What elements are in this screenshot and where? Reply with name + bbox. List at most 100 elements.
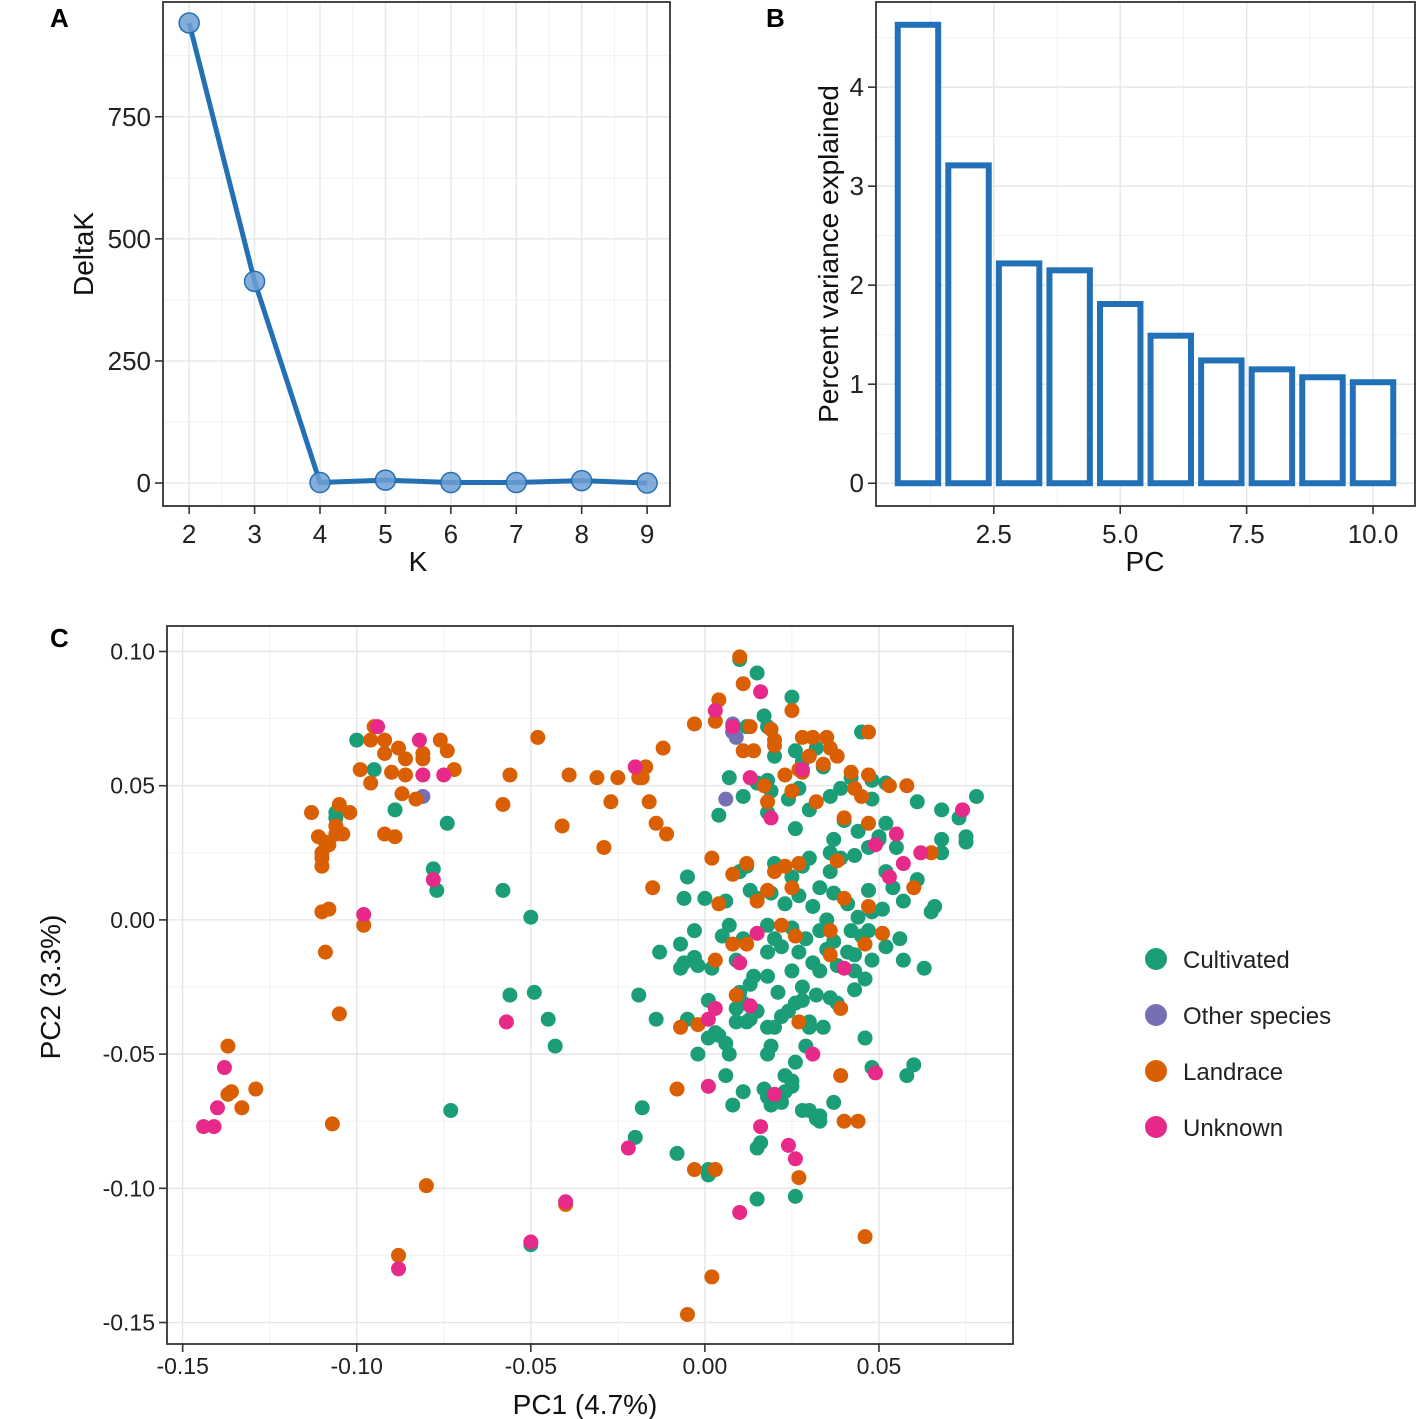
- scatter-point-landrace: [679, 1306, 695, 1322]
- deltak-point: [243, 270, 266, 293]
- scatter-point-cultivated: [760, 917, 776, 933]
- scatter-point-cultivated: [833, 780, 849, 796]
- scatter-point-cultivated: [690, 958, 706, 974]
- scatter-point-cultivated: [767, 1019, 783, 1035]
- scatter-point-landrace: [317, 944, 333, 960]
- scatter-point-cultivated: [760, 968, 776, 984]
- scatter-point-landrace: [843, 764, 859, 780]
- scatter-point-landrace: [391, 1247, 407, 1263]
- scatter-point-cultivated: [690, 1046, 706, 1062]
- panel-a-xtick-label: 9: [640, 519, 654, 549]
- scatter-point-landrace: [739, 936, 755, 952]
- scatter-point-landrace: [784, 703, 800, 719]
- scatter-point-unknown: [767, 1086, 783, 1102]
- scatter-point-landrace: [833, 1000, 849, 1016]
- panel-b-ytick-label: 4: [850, 72, 864, 102]
- scatter-point-cultivated: [780, 1003, 796, 1019]
- panel-b-ytick-label: 3: [850, 171, 864, 201]
- scatter-point-cultivated: [648, 1011, 664, 1027]
- scatter-point-unknown: [753, 684, 769, 700]
- scatter-point-unknown: [867, 1065, 883, 1081]
- scatter-point-cultivated: [443, 1102, 459, 1118]
- scatter-point-cultivated: [784, 1078, 800, 1094]
- scatter-point-unknown: [523, 1234, 539, 1250]
- panel-a-label: A: [50, 3, 69, 33]
- scatter-point-cultivated: [753, 1135, 769, 1151]
- scatter-point-cultivated: [739, 1014, 755, 1030]
- scatter-point-landrace: [746, 743, 762, 759]
- legend-key-cultivated: [1145, 948, 1167, 970]
- scatter-point-landrace: [603, 794, 619, 810]
- scatter-point-unknown: [836, 960, 852, 976]
- scatter-point-landrace: [861, 724, 877, 740]
- scatter-point-unknown: [627, 759, 643, 775]
- scatter-point-cultivated: [735, 788, 751, 804]
- scatter-point-cultivated: [864, 952, 880, 968]
- scatter-point-unknown: [955, 802, 971, 818]
- scatter-point-unknown: [794, 762, 810, 778]
- scatter-point-unknown: [888, 826, 904, 842]
- variance-bar: [894, 21, 942, 487]
- legend-key-other-species: [1145, 1004, 1167, 1026]
- panel-c-ytick-label: 0.05: [110, 773, 155, 799]
- scatter-point-cultivated: [718, 1068, 734, 1084]
- panel-b-xtick-label: 2.5: [976, 519, 1012, 549]
- scatter-point-unknown: [356, 907, 372, 923]
- scatter-point-landrace: [829, 853, 845, 869]
- scatter-point-cultivated: [895, 893, 911, 909]
- scatter-point-landrace: [415, 751, 431, 767]
- scatter-point-landrace: [707, 952, 723, 968]
- scatter-point-landrace: [773, 917, 789, 933]
- scatter-point-cultivated: [916, 960, 932, 976]
- scatter-point-landrace: [906, 880, 922, 896]
- scatter-point-cultivated: [787, 743, 803, 759]
- scatter-point-landrace: [397, 751, 413, 767]
- scatter-point-unknown: [411, 732, 427, 748]
- scatter-point-cultivated: [847, 982, 863, 998]
- scatter-point-unknown: [700, 1011, 716, 1027]
- variance-bar: [1349, 379, 1397, 487]
- scatter-point-cultivated: [676, 890, 692, 906]
- scatter-point-cultivated: [349, 732, 365, 748]
- scatter-point-landrace: [857, 936, 873, 952]
- scatter-point-landrace: [655, 740, 671, 756]
- scatter-point-landrace: [331, 1006, 347, 1022]
- scatter-point-landrace: [321, 901, 337, 917]
- variance-bar: [1198, 357, 1245, 487]
- panel-a-ytick-label: 500: [108, 224, 151, 254]
- scatter-point-landrace: [861, 898, 877, 914]
- scatter-point-cultivated: [767, 748, 783, 764]
- scatter-point-cultivated: [686, 923, 702, 939]
- scatter-point-landrace: [707, 1162, 723, 1178]
- scatter-point-cultivated: [540, 1011, 556, 1027]
- scatter-point-unknown: [196, 1119, 212, 1135]
- scatter-point-unknown: [913, 845, 929, 861]
- scatter-point-cultivated: [714, 928, 730, 944]
- panel-a-xtick-label: 8: [574, 519, 588, 549]
- legend-label: Unknown: [1183, 1115, 1283, 1142]
- scatter-point-landrace: [610, 770, 626, 786]
- scatter-point-landrace: [314, 858, 330, 874]
- scatter-point-cultivated: [815, 1019, 831, 1035]
- deltak-point: [636, 472, 658, 494]
- deltak-point: [570, 469, 593, 492]
- scatter-point-landrace: [735, 743, 751, 759]
- scatter-point-cultivated: [547, 1038, 563, 1054]
- scatter-point-unknown: [787, 1151, 803, 1167]
- scatter-point-cultivated: [721, 1046, 737, 1062]
- panel-c-frame: [166, 625, 1014, 1345]
- scatter-point-cultivated: [878, 815, 894, 831]
- scatter-point-cultivated: [760, 944, 776, 960]
- scatter-point-cultivated: [502, 987, 518, 1003]
- scatter-point-cultivated: [934, 831, 950, 847]
- scatter-point-cultivated: [822, 788, 838, 804]
- scatter-point-unknown: [216, 1060, 232, 1076]
- scatter-point-unknown: [436, 767, 452, 783]
- deltak-line: [186, 22, 648, 486]
- scatter-point-unknown: [558, 1194, 574, 1210]
- scatter-point-cultivated: [958, 834, 974, 850]
- panel-c: C -0.15 -0.10 -0.05 0.00 0.05 0.10 0.05 0.00 -0.…: [35, 623, 1331, 1419]
- scatter-point-cultivated: [847, 847, 863, 863]
- scatter-point-landrace: [324, 1116, 340, 1132]
- scatter-point-landrace: [439, 743, 455, 759]
